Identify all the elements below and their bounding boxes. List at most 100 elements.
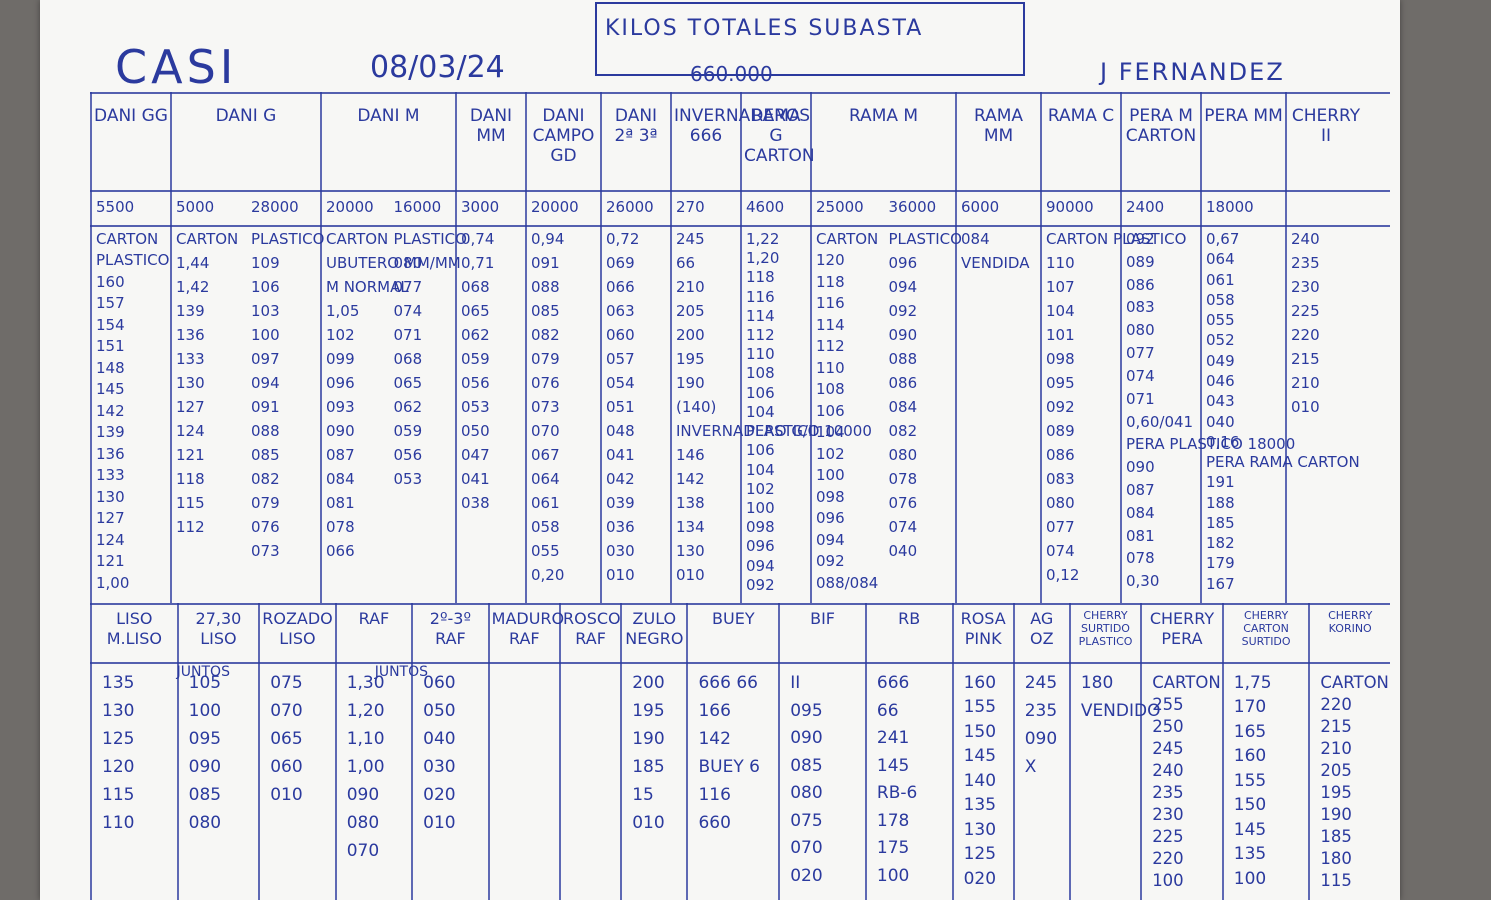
entry: 130 <box>963 819 997 840</box>
entry: 220 <box>1320 695 1352 714</box>
entry: 135 <box>102 673 135 693</box>
entry: 085 <box>790 755 823 776</box>
entry: 245 <box>1024 673 1058 693</box>
entry: 1,20 <box>346 701 385 721</box>
entry: 070 <box>790 838 823 858</box>
entry: 100 <box>251 326 280 344</box>
column-header: INVERNADEROS 666 <box>674 106 811 146</box>
entry: 235 <box>1152 783 1184 802</box>
entry: 136 <box>176 326 205 344</box>
column: INVERNADEROS 666 270 245 66 210 205 200 195 190 (… <box>670 92 817 603</box>
entry: 066 <box>606 278 635 296</box>
entry: 085 <box>531 302 560 320</box>
kilos: 90000 <box>1046 198 1094 216</box>
entry: 215 <box>1291 350 1320 368</box>
entry: 170 <box>1233 697 1267 718</box>
entry: 116 <box>816 294 845 313</box>
entry: 0,60/041 <box>1126 412 1194 431</box>
entry: 179 <box>1206 554 1235 573</box>
entry: 255 <box>1152 695 1184 714</box>
entry: 200 <box>632 673 665 693</box>
column-header: BIF <box>810 609 836 628</box>
column: MADURO RAF <box>487 603 564 900</box>
entry: 15 <box>632 785 654 805</box>
column: LISO M.LISO 135 130 125 120 115 110 <box>90 603 177 900</box>
entry: 0,71 <box>461 254 495 272</box>
entry: 095 <box>188 729 222 749</box>
entry: 0,72 <box>606 230 640 248</box>
entry: 073 <box>251 542 280 560</box>
entry: PLASTICO 10000 <box>746 422 872 441</box>
column-header: BUEY <box>712 609 755 628</box>
entry: 1,42 <box>176 278 210 296</box>
column-header: ROSCO RAF <box>563 609 621 648</box>
entry: 118 <box>176 470 205 488</box>
column-header: PERA M CARTON <box>1125 106 1197 146</box>
entry: 0,74 <box>461 230 495 248</box>
entry: 079 <box>251 494 280 512</box>
entry: 151 <box>96 337 125 356</box>
entry: 088 <box>888 350 918 368</box>
entry: 063 <box>606 302 635 320</box>
column: CHERRY KORINO CARTON 220 215 210 205 195 190 185… <box>1308 603 1390 900</box>
kilos: 36000 <box>888 198 937 216</box>
entry: 101 <box>1046 326 1075 344</box>
entry: 078 <box>1126 549 1155 568</box>
entry: 195 <box>632 701 665 721</box>
entry: 089 <box>1126 252 1155 271</box>
column-header: DANI CAMPO GD <box>532 106 595 166</box>
column-header: DANI M <box>357 106 420 126</box>
entry: 086 <box>1046 446 1075 464</box>
entry: CARTON <box>176 230 239 248</box>
entry: 146 <box>676 446 705 464</box>
entry: 100 <box>188 701 222 721</box>
entry: 245 <box>1152 739 1184 758</box>
entry: 084 <box>888 398 918 416</box>
entry: 087 <box>1126 480 1155 499</box>
entry: 096 <box>888 254 918 272</box>
entry: 073 <box>531 398 560 416</box>
column-header: 27,30 LISO <box>195 609 242 648</box>
column: PERA MM 18000 0,67 064 061 058 055 052 049 046 043… <box>1200 92 1360 603</box>
column-header: DANI G <box>215 106 277 126</box>
entry: 081 <box>326 494 355 512</box>
entry: 082 <box>888 422 918 440</box>
column-header: ZULO NEGRO <box>625 609 684 648</box>
entry: 065 <box>270 729 303 749</box>
entry: 109 <box>251 254 280 272</box>
entry: 157 <box>96 294 125 313</box>
entry: 054 <box>606 374 635 392</box>
entry: 112 <box>816 337 845 356</box>
entry: 235 <box>1024 701 1058 721</box>
entry: 121 <box>96 552 125 571</box>
column: ZULO NEGRO 200 195 190 185 15 010 <box>620 603 686 900</box>
entry: 094 <box>746 556 775 575</box>
entry: 104 <box>816 423 845 442</box>
entry: 060 <box>423 673 456 693</box>
entry: 046 <box>1206 371 1235 390</box>
entry: 102 <box>816 444 845 463</box>
entry: 059 <box>461 350 490 368</box>
column-header: RAMA MM <box>973 106 1024 146</box>
entry: 115 <box>102 785 135 805</box>
entry: 096 <box>326 374 355 392</box>
entry: 100 <box>816 466 845 485</box>
entry: 082 <box>531 326 560 344</box>
entry: 1,00 <box>96 573 130 592</box>
column-header: CHERRY PERA <box>1149 609 1215 648</box>
entry: 076 <box>531 374 560 392</box>
entry: 092 <box>1046 398 1075 416</box>
entry: 080 <box>1046 494 1075 512</box>
entry: 030 <box>606 542 635 560</box>
entry: 058 <box>1206 290 1235 309</box>
entry: 230 <box>1152 805 1184 824</box>
entry: 165 <box>1233 721 1267 742</box>
entry: 106 <box>251 278 280 296</box>
kilos: 5500 <box>96 198 135 216</box>
column: CHERRY CARTON SURTIDO 1,75 170 165 160 155 150… <box>1221 603 1309 900</box>
entry: 0,16 <box>1206 432 1240 451</box>
entry: 065 <box>461 302 490 320</box>
entry: 108 <box>816 380 845 399</box>
entry: 020 <box>423 785 456 805</box>
